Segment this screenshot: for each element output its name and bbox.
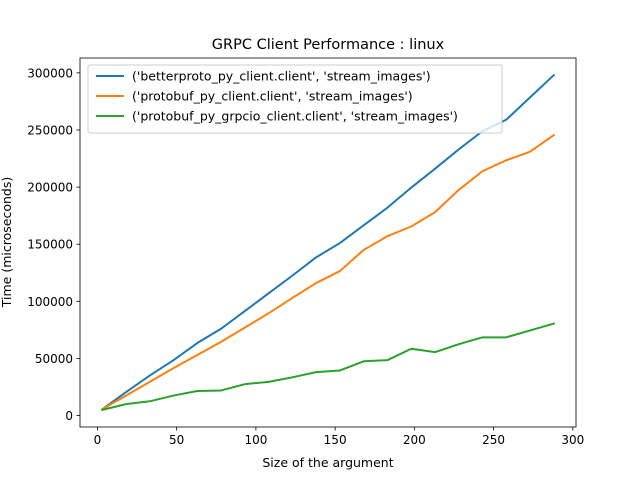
legend: ('betterproto_py_client.client', 'stream… bbox=[87, 64, 503, 134]
y-tick-label: 150000 bbox=[27, 238, 73, 252]
series-line-1 bbox=[100, 73, 556, 411]
series-line-2 bbox=[100, 133, 556, 411]
x-tick-label: 100 bbox=[244, 433, 267, 447]
y-axis-label: Time (microseconds) bbox=[0, 177, 14, 308]
plot-frame bbox=[79, 57, 577, 428]
x-tick-label: 250 bbox=[482, 433, 505, 447]
x-axis-label: Size of the argument bbox=[262, 455, 393, 470]
chart-title: GRPC Client Performance : linux bbox=[212, 37, 445, 53]
x-tick-label: 300 bbox=[561, 433, 584, 447]
y-tick-label: 100000 bbox=[27, 295, 73, 309]
x-tick-label: 200 bbox=[403, 433, 426, 447]
y-tick-label: 0 bbox=[65, 409, 73, 423]
legend-label-2: ('protobuf_py_client.client', 'stream_im… bbox=[132, 89, 413, 104]
series-line-3 bbox=[100, 322, 556, 412]
y-tick-label: 50000 bbox=[35, 352, 73, 366]
y-tick-label: 250000 bbox=[27, 123, 73, 137]
legend-box bbox=[87, 64, 503, 134]
axes-layer bbox=[79, 57, 577, 428]
ticks-layer: 0 50 100 150 200 250 300 0 50000 100000 150000 2000… bbox=[27, 66, 584, 447]
x-tick-label: 150 bbox=[324, 433, 347, 447]
x-tick-label: 0 bbox=[94, 433, 102, 447]
y-tick-label: 300000 bbox=[27, 66, 73, 80]
x-tick-label: 50 bbox=[169, 433, 184, 447]
y-tick-label: 200000 bbox=[27, 181, 73, 195]
series-layer bbox=[100, 73, 556, 412]
legend-label-1: ('betterproto_py_client.client', 'stream… bbox=[132, 69, 431, 84]
legend-label-3: ('protobuf_py_grpcio_client.client', 'st… bbox=[132, 109, 458, 124]
